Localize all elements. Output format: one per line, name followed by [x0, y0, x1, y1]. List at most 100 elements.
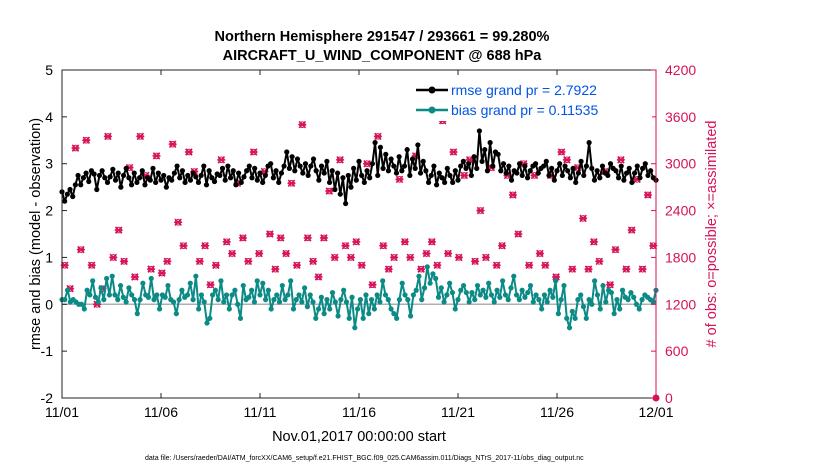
bias-point [441, 299, 447, 305]
bias-point [639, 297, 645, 303]
rmse-point [428, 172, 434, 179]
rmse-point [436, 170, 442, 176]
bias-point [327, 306, 333, 312]
obs-assimilated-marker [395, 175, 404, 184]
rmse-point [321, 170, 327, 176]
x-tick-label: 12/01 [638, 404, 673, 420]
bias-point [95, 299, 101, 305]
obs-assimilated-marker [611, 245, 620, 254]
rmse-point [532, 161, 539, 167]
y-left-tick-label: 5 [45, 62, 53, 78]
rmse-point [107, 174, 113, 180]
bias-point [536, 297, 542, 303]
rmse-point [211, 178, 218, 185]
rmse-point [607, 161, 614, 167]
obs-assimilated-marker [330, 253, 339, 262]
obs-assimilated-marker [276, 234, 285, 242]
rmse-point [294, 156, 301, 162]
rmse-point [313, 168, 319, 174]
bias-point [352, 325, 358, 331]
obs-assimilated-marker [514, 230, 523, 238]
bias-line [62, 265, 657, 329]
bias-point [254, 278, 260, 284]
bias-point [176, 297, 182, 303]
x-axis-label: Nov.01,2017 00:00:00 start [272, 429, 446, 445]
rmse-point [594, 168, 600, 174]
bias-point [151, 297, 157, 303]
bias-point [368, 297, 375, 303]
obs-assimilated-marker [584, 265, 593, 273]
ticks-layer: 11/01 11/06 11/11 11/16 11/21 11/26 12/01 -2 -1 0… [41, 62, 697, 420]
rmse-point [393, 170, 400, 176]
rmse-point [589, 165, 595, 171]
bias-point [179, 287, 185, 293]
bias-point [274, 292, 280, 298]
bias-point [268, 306, 274, 312]
rmse-point [332, 186, 338, 193]
legend-box [412, 79, 652, 121]
bias-point [455, 297, 461, 303]
bias-point [335, 313, 341, 319]
bias-point [633, 301, 640, 307]
bias-point [318, 294, 324, 300]
y-right-tick-label: 2400 [665, 203, 696, 219]
bias-point [600, 282, 606, 289]
bias-point [87, 292, 93, 298]
rmse-point [417, 170, 424, 176]
rmse-point [86, 178, 92, 185]
bias-point [608, 289, 614, 296]
rmse-point [527, 168, 533, 174]
x-tick-label: 11/26 [540, 404, 574, 420]
bias-point [198, 292, 205, 298]
bias-point [285, 292, 291, 298]
rmse-point [227, 175, 234, 181]
rmse-point [348, 184, 354, 190]
bias-point [575, 297, 581, 303]
bias-point [355, 306, 361, 312]
bias-point [90, 278, 96, 284]
plot-area [62, 70, 656, 398]
bias-point [140, 280, 146, 286]
obs-assimilated-marker [168, 140, 177, 148]
bias-point [366, 311, 372, 317]
bias-point [235, 301, 241, 307]
rmse-point [225, 163, 231, 169]
rmse-point [318, 163, 325, 169]
bias-point [569, 308, 575, 314]
bias-point [246, 294, 252, 300]
obs-assimilated-marker [444, 249, 453, 258]
rmse-point [605, 172, 611, 179]
obs-assimilated-marker [298, 120, 307, 129]
bias-point [262, 297, 269, 303]
bias-point [472, 297, 478, 303]
bias-point [611, 311, 617, 317]
rmse-point [104, 179, 111, 186]
bias-point [279, 282, 285, 289]
bias-point [421, 285, 428, 291]
bias-point [385, 297, 391, 303]
bias-point [148, 275, 154, 282]
rmse-point [286, 165, 293, 171]
bias-point [251, 299, 258, 305]
rmse-point [343, 200, 349, 207]
rmse-point [62, 198, 68, 204]
rmse-point [163, 184, 169, 190]
rmse-point [431, 163, 437, 169]
obs-assimilated-marker [184, 148, 193, 156]
rmse-point [385, 168, 392, 174]
y-axis-left-label: rmse and bias (model - observation) [28, 118, 44, 350]
obs-assimilated-marker [471, 257, 480, 266]
bias-point [447, 280, 453, 286]
obs-assimilated-marker [579, 214, 588, 223]
bias-point [380, 278, 386, 284]
bias-point [466, 299, 472, 305]
bias-point [427, 280, 433, 286]
bias-point [165, 282, 171, 289]
bias-point [271, 297, 277, 303]
obs-assimilated-marker [325, 187, 334, 195]
bias-point [232, 287, 238, 293]
rmse-point [583, 163, 590, 169]
obs-assimilated-marker [287, 179, 296, 188]
rmse-point [637, 175, 643, 181]
obs-assimilated-marker [427, 238, 436, 246]
